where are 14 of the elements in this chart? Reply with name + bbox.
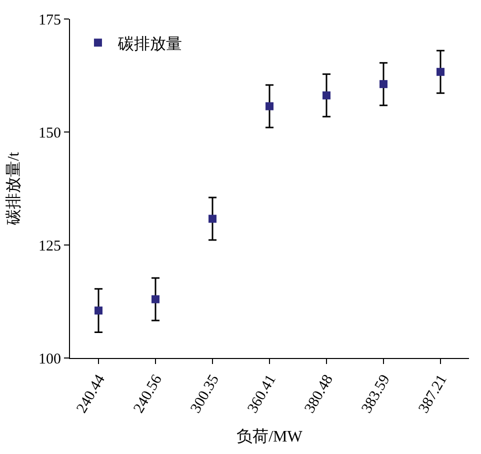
y-tick-label: 125 [38, 238, 61, 254]
point [152, 295, 160, 304]
point [380, 80, 388, 88]
point [322, 91, 330, 100]
x-axis-title: 负荷/MW [236, 428, 304, 446]
y-tick-label: 175 [38, 12, 61, 28]
legend-label: 碳排放量 [116, 34, 182, 53]
y-tick-label: 100 [38, 351, 61, 368]
point [266, 102, 274, 110]
y-axis-title: 碳排放量/t [4, 152, 22, 226]
y-tick-label: 150 [38, 125, 61, 142]
point [94, 306, 102, 315]
point [208, 214, 216, 223]
point [436, 68, 444, 76]
